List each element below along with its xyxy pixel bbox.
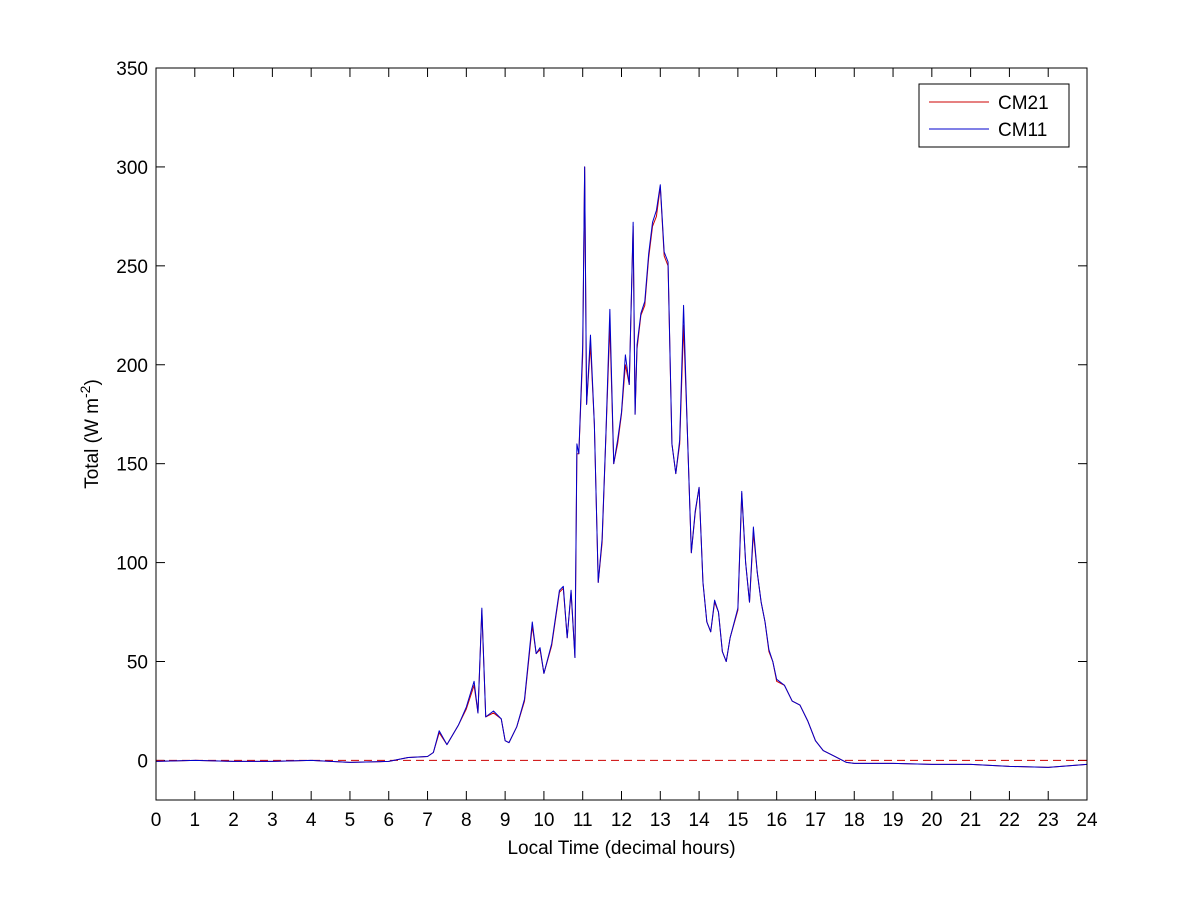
legend-label-cm21: CM21 [998, 93, 1049, 114]
axis-ticks: 0 1 2 3 4 5 6 7 8 9 10 11 12 13 14 15 16 17 18 19 20 21 22 23 24… [116, 59, 1098, 831]
series-line-cm11 [155, 166, 1088, 768]
x-tick-label: 22 [999, 810, 1020, 831]
axes-box [155, 67, 1088, 801]
legend-label-cm11: CM11 [998, 120, 1047, 141]
y-axis-label-close: ) [82, 379, 103, 385]
x-tick-label: 5 [345, 810, 356, 831]
y-axis-label-main: Total (W m [82, 398, 103, 489]
y-axis-label: Total (W m-2) [77, 379, 103, 489]
x-tick-label: 19 [882, 810, 903, 831]
y-tick-label: 50 [127, 653, 148, 674]
x-tick-label: 8 [461, 810, 472, 831]
y-tick-label: 0 [137, 751, 148, 772]
x-tick-label: 1 [190, 810, 201, 831]
x-tick-label: 3 [267, 810, 278, 831]
x-axis-label: Local Time (decimal hours) [507, 838, 735, 859]
y-tick-label: 350 [116, 59, 148, 80]
x-tick-label: 18 [844, 810, 865, 831]
x-tick-label: 23 [1038, 810, 1059, 831]
x-tick-label: 20 [921, 810, 942, 831]
x-tick-label: 11 [573, 810, 593, 831]
y-axis-label-superscript: -2 [77, 385, 93, 398]
y-tick-label: 200 [116, 356, 148, 377]
y-tick-label: 300 [116, 158, 148, 179]
x-tick-label: 16 [766, 810, 787, 831]
x-tick-label: 0 [151, 810, 162, 831]
x-tick-label: 4 [306, 810, 317, 831]
y-tick-label: 150 [116, 455, 148, 476]
x-tick-label: 24 [1076, 810, 1098, 831]
x-tick-label: 12 [611, 810, 632, 831]
legend: CM21 CM11 [918, 83, 1070, 148]
x-tick-label: 15 [727, 810, 748, 831]
x-tick-label: 17 [805, 810, 826, 831]
x-tick-label: 14 [689, 810, 711, 831]
y-tick-label: 100 [116, 554, 148, 575]
x-tick-label: 9 [500, 810, 511, 831]
x-tick-label: 13 [650, 810, 671, 831]
y-tick-label: 250 [116, 257, 148, 278]
x-tick-label: 21 [960, 810, 981, 831]
x-tick-label: 7 [422, 810, 433, 831]
x-tick-label: 2 [228, 810, 239, 831]
x-tick-label: 10 [533, 810, 554, 831]
x-tick-label: 6 [383, 810, 394, 831]
series-layer [155, 166, 1088, 768]
legend-box [918, 83, 1070, 148]
